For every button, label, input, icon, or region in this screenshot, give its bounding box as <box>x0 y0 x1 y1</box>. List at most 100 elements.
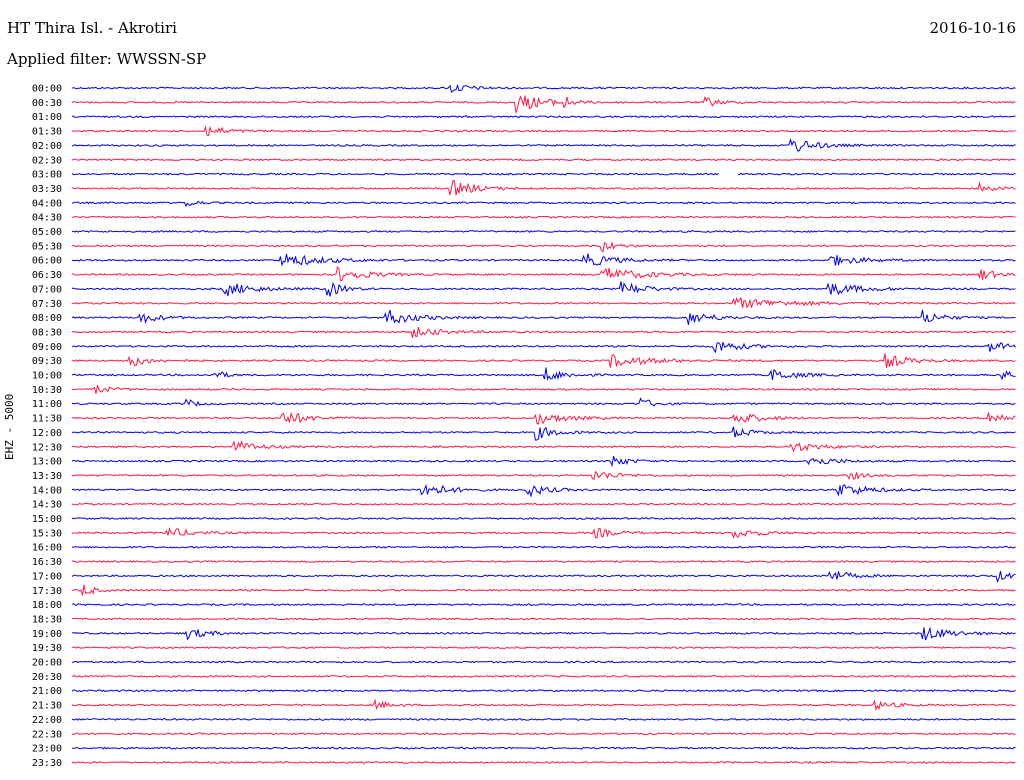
filter-label: Applied filter: WWSSN-SP <box>7 50 207 68</box>
time-tick-label: 16:30 <box>32 557 62 568</box>
seismic-trace <box>71 230 1016 233</box>
seismic-trace <box>71 426 1016 441</box>
time-tick-label: 00:00 <box>32 84 62 95</box>
time-tick-label: 06:30 <box>32 270 62 281</box>
seismic-trace <box>71 732 1016 736</box>
seismic-trace <box>71 626 1016 641</box>
seismic-trace <box>71 200 1016 208</box>
seismic-trace <box>71 517 1016 520</box>
time-tick-label: 19:00 <box>32 629 62 640</box>
time-tick-label: 11:00 <box>32 399 62 410</box>
seismic-trace <box>71 125 1016 136</box>
time-tick-label: 14:00 <box>32 485 62 496</box>
seismic-trace <box>71 412 1016 425</box>
time-tick-label: 14:30 <box>32 500 62 511</box>
time-tick-label: 13:00 <box>32 457 62 468</box>
time-tick-label: 16:00 <box>32 543 62 554</box>
time-tick-label: 06:00 <box>32 256 62 267</box>
seismic-trace <box>71 385 1016 395</box>
time-tick-label: 09:30 <box>32 356 62 367</box>
seismic-trace <box>71 83 1016 93</box>
seismic-trace <box>71 172 1016 176</box>
seismic-trace <box>71 241 1016 253</box>
time-tick-label: 02:00 <box>32 141 62 152</box>
seismic-trace <box>71 95 1016 115</box>
seismic-trace <box>71 570 1016 583</box>
seismic-trace <box>71 158 1016 162</box>
seismic-trace <box>71 353 1016 368</box>
seismic-trace <box>71 603 1016 607</box>
seismic-trace <box>71 698 1016 711</box>
time-tick-label: 03:30 <box>32 184 62 195</box>
time-tick-label: 01:30 <box>32 127 62 138</box>
time-tick-label: 08:30 <box>32 327 62 338</box>
time-tick-label: 05:00 <box>32 227 62 238</box>
time-tick-label: 13:30 <box>32 471 62 482</box>
time-tick-label: 07:00 <box>32 284 62 295</box>
seismic-trace <box>71 397 1016 407</box>
seismic-trace <box>71 761 1016 764</box>
time-tick-label: 23:00 <box>32 744 62 755</box>
time-tick-label: 21:30 <box>32 701 62 712</box>
time-tick-label: 22:30 <box>32 729 62 740</box>
time-tick-label: 10:00 <box>32 371 62 382</box>
time-tick-label: 18:00 <box>32 600 62 611</box>
time-tick-label: 11:30 <box>32 414 62 425</box>
seismic-trace <box>71 137 1016 152</box>
seismic-trace <box>71 689 1016 693</box>
time-tick-label: 01:00 <box>32 112 62 123</box>
seismic-trace <box>71 584 1016 596</box>
time-tick-label: 15:00 <box>32 514 62 525</box>
time-tick-label: 15:30 <box>32 528 62 539</box>
seismic-trace <box>71 253 1016 267</box>
seismic-trace <box>71 527 1016 539</box>
time-tick-label: 00:30 <box>32 98 62 109</box>
seismic-trace <box>71 483 1016 498</box>
seismic-trace <box>71 281 1016 297</box>
seismic-trace <box>71 717 1016 721</box>
seismic-trace <box>71 470 1016 481</box>
time-tick-label: 12:00 <box>32 428 62 439</box>
seismic-trace <box>72 746 1016 750</box>
seismic-trace <box>71 456 1016 468</box>
seismic-trace <box>71 215 1016 219</box>
seismic-trace <box>71 560 1016 564</box>
seismic-trace <box>71 440 1016 453</box>
time-tick-label: 23:30 <box>32 758 62 769</box>
time-tick-label: 03:00 <box>32 170 62 181</box>
seismic-trace <box>71 617 1016 621</box>
time-tick-label: 17:30 <box>32 586 62 597</box>
time-tick-label: 10:30 <box>32 385 62 396</box>
time-tick-label: 02:30 <box>32 155 62 166</box>
time-tick-label: 20:30 <box>32 672 62 683</box>
seismic-trace <box>71 179 1016 196</box>
time-tick-label: 22:00 <box>32 715 62 726</box>
seismic-trace <box>71 296 1016 309</box>
seismic-trace <box>71 367 1016 381</box>
seismic-trace <box>71 674 1016 678</box>
seismic-trace <box>71 545 1016 549</box>
time-tick-label: 05:30 <box>32 241 62 252</box>
time-tick-label: 18:30 <box>32 614 62 625</box>
time-tick-label: 04:00 <box>32 198 62 209</box>
seismic-trace <box>71 502 1016 506</box>
time-tick-label: 19:30 <box>32 643 62 654</box>
station-title: HT Thira Isl. - Akrotiri <box>7 19 177 37</box>
seismic-trace <box>71 341 1016 354</box>
seismic-trace <box>71 660 1016 664</box>
seismic-trace <box>71 265 1016 282</box>
time-tick-label: 20:00 <box>32 658 62 669</box>
time-tick-label: 17:00 <box>32 571 62 582</box>
time-tick-label: 07:30 <box>32 299 62 310</box>
time-tick-label: 04:30 <box>32 213 62 224</box>
seismic-trace <box>71 309 1016 325</box>
time-tick-label: 21:00 <box>32 686 62 697</box>
time-tick-label: 09:00 <box>32 342 62 353</box>
seismic-trace <box>71 115 1016 119</box>
seismic-trace <box>71 326 1016 338</box>
date-label: 2016-10-16 <box>929 19 1016 37</box>
time-tick-label: 12:30 <box>32 442 62 453</box>
seismic-trace <box>71 646 1016 650</box>
time-tick-label: 08:00 <box>32 313 62 324</box>
